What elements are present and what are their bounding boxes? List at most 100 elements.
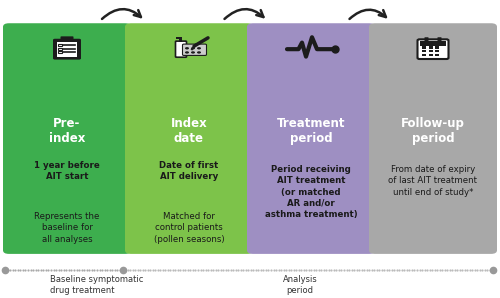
Point	[154, 267, 162, 272]
Point	[403, 267, 411, 272]
Point	[280, 267, 287, 272]
Circle shape	[185, 47, 189, 49]
Point	[481, 267, 489, 272]
Point	[8, 267, 16, 272]
Text: Treatment
period: Treatment period	[277, 117, 345, 145]
Point	[406, 267, 413, 272]
Point	[264, 267, 272, 272]
Point	[189, 267, 197, 272]
Point	[4, 267, 12, 272]
Point	[383, 267, 391, 272]
Point	[111, 267, 119, 272]
Point	[237, 267, 245, 272]
Point	[330, 267, 338, 272]
Point	[169, 267, 177, 272]
Point	[202, 267, 209, 272]
Point	[428, 267, 436, 272]
Point	[320, 267, 328, 272]
Point	[214, 267, 222, 272]
Point	[398, 267, 406, 272]
Point	[302, 267, 310, 272]
Text: Represents the
baseline for
all analyses: Represents the baseline for all analyses	[34, 212, 100, 243]
Point	[350, 267, 358, 272]
Point	[257, 267, 265, 272]
Point	[196, 267, 204, 272]
Point	[454, 267, 462, 272]
Point	[219, 267, 227, 272]
Point	[308, 267, 316, 272]
Point	[226, 267, 234, 272]
Point	[471, 267, 479, 272]
Point	[206, 267, 214, 272]
Point	[386, 267, 394, 272]
Point	[274, 267, 282, 272]
FancyBboxPatch shape	[53, 39, 81, 60]
Point	[156, 267, 164, 272]
Point	[396, 267, 404, 272]
Point	[179, 267, 187, 272]
Point	[375, 267, 383, 272]
Point	[267, 267, 275, 272]
Text: Index
date: Index date	[170, 117, 207, 145]
Circle shape	[197, 47, 201, 49]
Point	[47, 267, 55, 272]
Point	[131, 267, 139, 272]
Bar	[179, 38, 182, 42]
Point	[234, 267, 242, 272]
Point	[312, 267, 320, 272]
Point	[335, 267, 343, 272]
Point	[247, 267, 255, 272]
FancyBboxPatch shape	[125, 23, 253, 254]
Bar	[428, 46, 432, 49]
Point	[86, 267, 94, 272]
Circle shape	[191, 47, 195, 49]
FancyBboxPatch shape	[418, 39, 448, 59]
FancyBboxPatch shape	[182, 44, 206, 55]
Point	[146, 267, 154, 272]
Point	[342, 267, 350, 272]
Point	[244, 267, 252, 272]
Point	[26, 267, 34, 272]
Point	[204, 267, 212, 272]
Point	[93, 267, 101, 272]
Point	[262, 267, 270, 272]
Point	[365, 267, 373, 272]
Point	[370, 267, 378, 272]
Point	[40, 267, 48, 272]
Point	[209, 267, 217, 272]
Bar	[420, 41, 446, 46]
Point	[184, 267, 192, 272]
Text: From date of expiry
of last AIT treatment
until end of study*: From date of expiry of last AIT treatmen…	[388, 165, 478, 197]
Bar	[58, 47, 62, 50]
Point	[305, 267, 313, 272]
Point	[400, 267, 408, 272]
Point	[118, 267, 126, 272]
Text: Pre-
index: Pre- index	[49, 117, 85, 145]
Point	[420, 267, 428, 272]
Point	[138, 267, 146, 272]
FancyBboxPatch shape	[438, 37, 442, 43]
Point	[272, 267, 280, 272]
Point	[277, 267, 285, 272]
Point	[310, 267, 318, 272]
Point	[37, 267, 45, 272]
Point	[332, 267, 340, 272]
Point	[242, 267, 250, 272]
FancyArrowPatch shape	[224, 9, 264, 19]
Point	[448, 267, 456, 272]
Point	[44, 267, 52, 272]
Point	[456, 267, 464, 272]
Bar	[176, 37, 182, 39]
Point	[194, 267, 202, 272]
Point	[148, 267, 156, 272]
Point	[42, 267, 50, 272]
Point	[433, 267, 441, 272]
Point	[70, 267, 78, 272]
Point	[88, 267, 96, 272]
Point	[322, 267, 330, 272]
Point	[114, 267, 122, 272]
Point	[250, 267, 258, 272]
Point	[328, 267, 336, 272]
Point	[162, 267, 170, 272]
Point	[430, 267, 438, 272]
